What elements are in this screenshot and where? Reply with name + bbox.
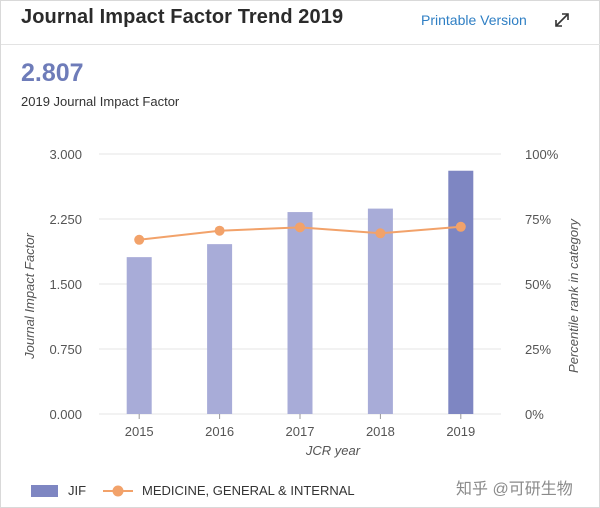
x-tick-label: 2017	[286, 424, 315, 439]
jif-bar	[126, 257, 152, 414]
percentile-point	[455, 221, 466, 232]
legend-jif-label[interactable]: JIF	[68, 483, 87, 498]
x-tick-label: 2016	[205, 424, 234, 439]
jif-bar	[207, 244, 233, 414]
x-tick-label: 2019	[446, 424, 475, 439]
percentile-line	[134, 221, 466, 245]
watermark-text: 知乎 @可研生物	[456, 481, 573, 498]
y-tick-label: 0.750	[49, 342, 82, 357]
jif-bar	[287, 212, 313, 414]
x-tick-label: 2018	[366, 424, 395, 439]
y2-tick-label: 0%	[525, 407, 544, 422]
y-axis-label: Journal Impact Factor	[22, 232, 37, 359]
percentile-point	[214, 225, 225, 236]
jif-bars	[126, 170, 474, 414]
jif-trend-chart: 0.000 0% 0.750 25% 1.500 50% 2.250 75% 3.000 100%…	[22, 147, 581, 458]
impact-factor-label: 2019 Journal Impact Factor	[21, 94, 180, 109]
jif-bar	[448, 170, 474, 414]
printable-version-link[interactable]: Printable Version	[421, 12, 527, 28]
x-tick-label: 2015	[125, 424, 154, 439]
legend-line-marker-icon[interactable]	[103, 482, 133, 500]
y-tick-label: 1.500	[49, 277, 82, 292]
y2-tick-label: 75%	[525, 212, 551, 227]
expand-icon[interactable]	[551, 9, 573, 31]
impact-factor-value: 2.807	[21, 59, 84, 87]
panel-header: Journal Impact Factor Trend 2019 Printab…	[1, 1, 600, 45]
y2-axis-label: Percentile rank in category	[566, 218, 581, 373]
percentile-point	[134, 234, 145, 245]
y-tick-label: 0.000	[49, 407, 82, 422]
percentile-point	[375, 228, 386, 239]
x-axis-label: JCR year	[305, 443, 361, 458]
y2-tick-label: 25%	[525, 342, 551, 357]
y-tick-label: 2.250	[49, 212, 82, 227]
jif-bar	[367, 208, 393, 414]
y2-tick-label: 100%	[525, 147, 559, 162]
legend-category-label[interactable]: MEDICINE, GENERAL & INTERNAL	[142, 483, 355, 498]
panel-title: Journal Impact Factor Trend 2019	[21, 6, 344, 28]
axis-ticks: 0.000 0% 0.750 25% 1.500 50% 2.250 75% 3.000 100%…	[49, 147, 558, 439]
legend-jif-swatch[interactable]	[31, 485, 58, 497]
y-tick-label: 3.000	[49, 147, 82, 162]
percentile-point	[295, 222, 305, 233]
y2-tick-label: 50%	[525, 277, 551, 292]
